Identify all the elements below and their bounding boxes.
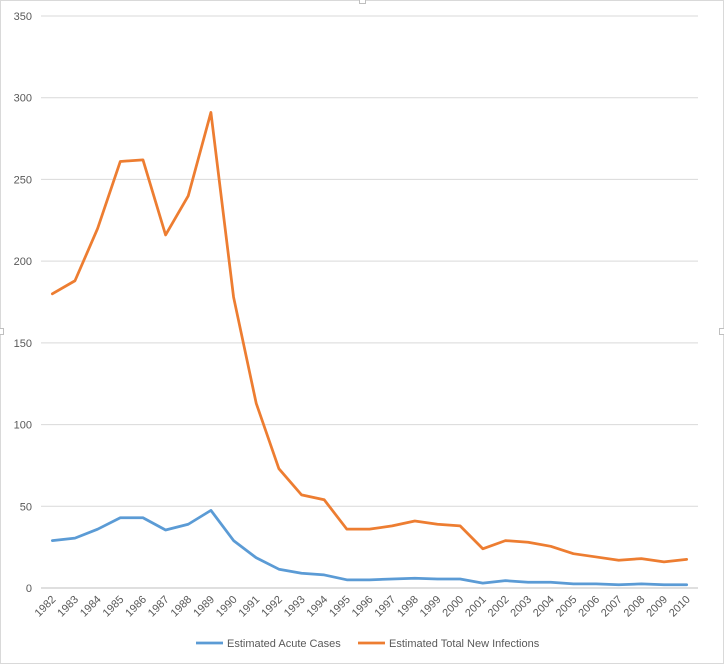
x-axis-tick-labels: 1982198319841985198619871988198919901991… <box>33 594 693 620</box>
x-tick-label: 2008 <box>622 594 648 620</box>
gridlines <box>41 15 698 589</box>
y-tick-label: 200 <box>14 256 32 268</box>
x-tick-label: 1984 <box>78 594 104 620</box>
x-tick-label: 1995 <box>327 594 353 620</box>
x-tick-label: 1983 <box>55 594 81 620</box>
x-tick-label: 2010 <box>667 594 693 620</box>
x-tick-label: 1991 <box>237 594 263 620</box>
y-tick-label: 250 <box>14 174 32 186</box>
x-tick-label: 2007 <box>599 594 625 620</box>
legend: Estimated Acute Cases Estimated Total New… <box>196 638 540 650</box>
x-tick-label: 1992 <box>259 594 285 620</box>
y-tick-label: 50 <box>20 501 32 513</box>
x-tick-label: 2002 <box>486 594 512 620</box>
x-tick-label: 1996 <box>350 594 376 620</box>
x-tick-label: 1988 <box>169 594 195 620</box>
x-tick-label: 1997 <box>372 594 398 620</box>
legend-label: Estimated Acute Cases <box>227 638 341 650</box>
x-tick-label: 1990 <box>214 594 240 620</box>
x-tick-label: 1982 <box>33 594 59 620</box>
y-axis-tick-labels: 0 50 100 150 200 250 300 350 <box>14 11 32 595</box>
resize-handle-right[interactable] <box>719 328 724 335</box>
y-tick-label: 0 <box>26 583 32 595</box>
x-tick-label: 2003 <box>508 594 534 620</box>
x-tick-label: 1986 <box>123 594 149 620</box>
x-tick-label: 1999 <box>418 594 444 620</box>
resize-handle-top[interactable] <box>359 0 366 4</box>
x-tick-label: 2006 <box>576 594 602 620</box>
y-tick-label: 150 <box>14 338 32 350</box>
x-tick-label: 1998 <box>395 594 421 620</box>
x-tick-label: 1987 <box>146 594 172 620</box>
legend-item[interactable]: Estimated Total New Infections <box>358 638 540 650</box>
y-tick-label: 350 <box>14 11 32 23</box>
series-line-total-new-infections[interactable] <box>50 111 689 564</box>
x-tick-label: 2001 <box>463 594 489 620</box>
resize-handle-left[interactable] <box>0 328 4 335</box>
x-tick-label: 2005 <box>554 594 580 620</box>
x-tick-label: 2000 <box>440 594 466 620</box>
x-tick-label: 2004 <box>531 594 557 620</box>
legend-item[interactable]: Estimated Acute Cases <box>196 638 341 650</box>
series-lines <box>50 111 689 587</box>
x-tick-label: 2009 <box>644 594 670 620</box>
x-tick-label: 1985 <box>101 594 127 620</box>
x-tick-label: 1994 <box>305 594 331 620</box>
legend-label: Estimated Total New Infections <box>389 638 540 650</box>
x-tick-label: 1989 <box>191 594 217 620</box>
x-tick-label: 1993 <box>282 594 308 620</box>
y-tick-label: 100 <box>14 420 32 432</box>
y-tick-label: 300 <box>14 93 32 105</box>
series-line-acute-cases[interactable] <box>50 508 689 587</box>
